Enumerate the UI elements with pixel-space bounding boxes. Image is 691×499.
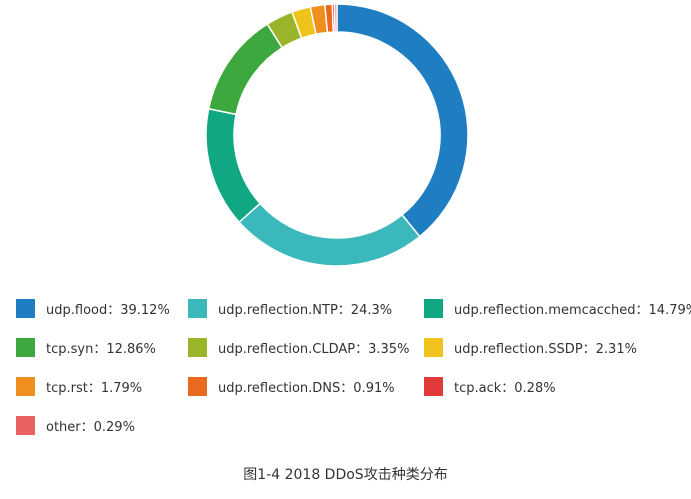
donut-slice-other: [333, 3, 338, 33]
legend-item-udp-reflection-memcacched: udp.reflection.memcacched：14.79%: [424, 298, 691, 318]
legend-item-tcp-syn: tcp.syn：12.86%: [16, 337, 156, 357]
donut-chart: [205, 3, 469, 267]
legend-label: udp.reflection.NTP：24.3%: [218, 302, 393, 318]
legend-swatch: [424, 337, 443, 357]
donut-chart-svg: [205, 3, 469, 267]
legend-label: tcp.rst：1.79%: [46, 380, 143, 396]
legend-swatch: [424, 376, 443, 396]
legend-swatch: [16, 415, 35, 435]
legend-label: udp.reflection.DNS：0.91%: [218, 380, 395, 396]
legend-swatch: [16, 337, 35, 357]
legend-item-other: other：0.29%: [16, 415, 135, 435]
legend-item-udp-reflection-DNS: udp.reflection.DNS：0.91%: [188, 376, 395, 396]
chart-legend: udp.flood：39.12% udp.reflection.NTP：24.3%…: [16, 298, 691, 435]
legend-swatch: [188, 376, 207, 396]
legend-label: tcp.ack：0.28%: [454, 380, 556, 396]
legend-label: udp.reflection.memcacched：14.79%: [454, 302, 691, 318]
legend-item-udp-flood: udp.flood：39.12%: [16, 298, 170, 318]
legend-swatch: [188, 337, 207, 357]
legend-swatch: [188, 298, 207, 318]
legend-label: other：0.29%: [46, 419, 135, 435]
legend-label: udp.reflection.SSDP：2.31%: [454, 341, 637, 357]
legend-item-tcp-rst: tcp.rst：1.79%: [16, 376, 142, 396]
legend-label: udp.reflection.CLDAP：3.35%: [218, 341, 410, 357]
legend-swatch: [424, 298, 443, 318]
legend-swatch: [16, 376, 35, 396]
legend-item-udp-reflection-SSDP: udp.reflection.SSDP：2.31%: [424, 337, 637, 357]
figure-caption: 图1-4 2018 DDoS攻击种类分布: [243, 467, 448, 483]
legend-label: udp.flood：39.12%: [46, 302, 170, 318]
legend-item-udp-reflection-NTP: udp.reflection.NTP：24.3%: [188, 298, 392, 318]
legend-swatch: [16, 298, 35, 318]
legend-label: tcp.syn：12.86%: [46, 341, 156, 357]
legend-item-udp-reflection-CLDAP: udp.reflection.CLDAP：3.35%: [188, 337, 409, 357]
legend-item-tcp-ack: tcp.ack：0.28%: [424, 376, 556, 396]
